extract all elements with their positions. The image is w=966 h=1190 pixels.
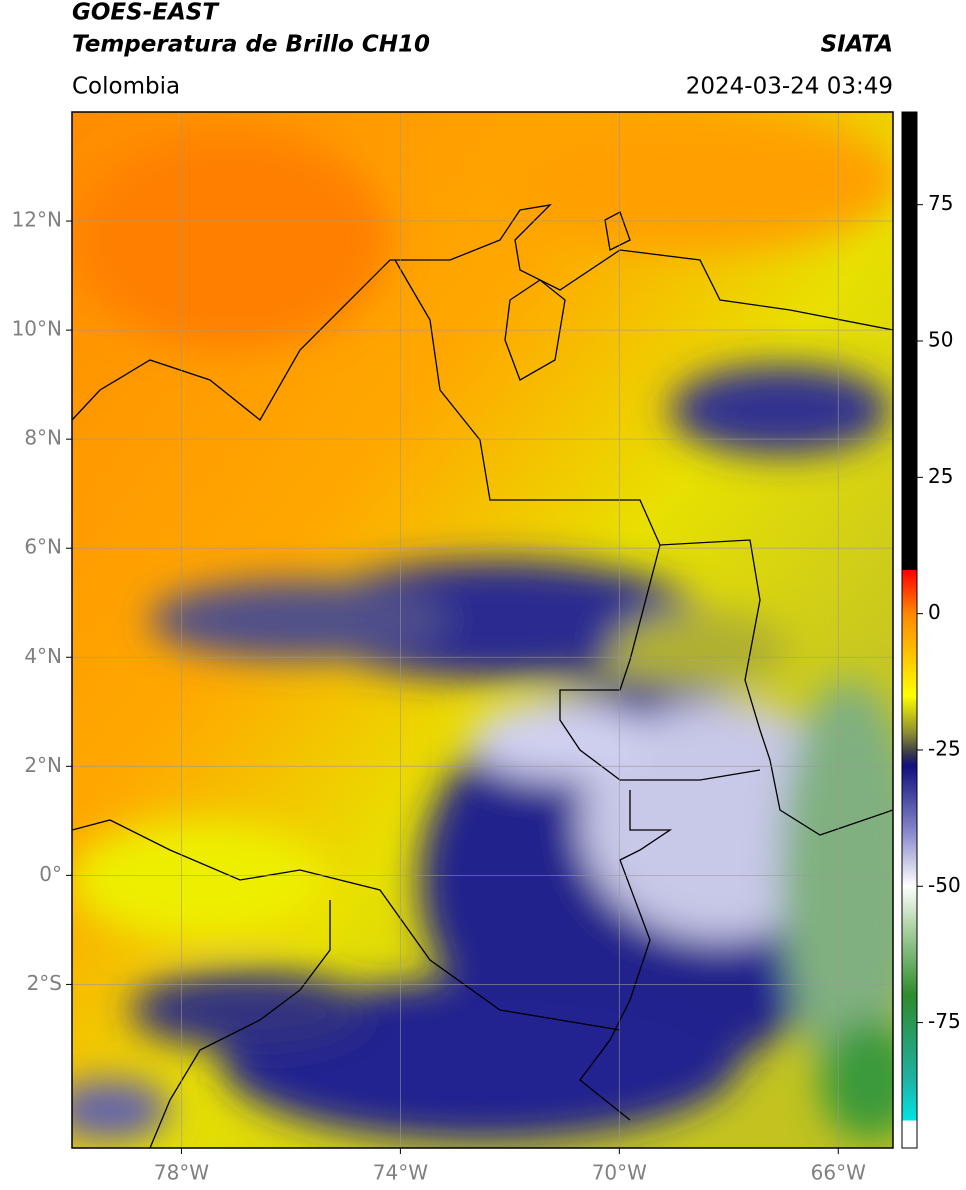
colorbar-tick-label: -50 <box>928 873 961 897</box>
lon-tick-label: 74°W <box>373 1161 428 1185</box>
lat-tick-label: 2°N <box>24 753 62 777</box>
colorbar <box>901 111 918 1149</box>
graticule <box>72 112 893 1148</box>
colorbar-tick-label: -75 <box>928 1009 961 1033</box>
lat-tick-label: 2°S <box>27 971 62 995</box>
cloud-field <box>72 112 893 1140</box>
colorbar-tick-label: 0 <box>928 600 941 624</box>
lat-tick-label: 6°N <box>24 535 62 559</box>
timestamp: 2024-03-24 03:49 <box>686 74 893 100</box>
lat-tick-label: 10°N <box>12 317 62 341</box>
source: SIATA <box>821 32 893 58</box>
lat-tick-label: 0° <box>39 862 62 886</box>
lon-tick-label: 66°W <box>811 1161 866 1185</box>
map-frame <box>71 111 894 1149</box>
satellite-image <box>72 112 893 1148</box>
lat-tick-label: 12°N <box>12 208 62 232</box>
colorbar-tick-label: 25 <box>928 464 953 488</box>
lon-tick-label: 78°W <box>154 1161 209 1185</box>
title-line2: Temperatura de Brillo CH10 <box>72 32 430 58</box>
borders <box>72 204 893 1148</box>
colorbar-tick-label: 50 <box>928 328 953 352</box>
region: Colombia <box>72 74 180 100</box>
lat-tick-label: 4°N <box>24 644 62 668</box>
lat-tick-label: 8°N <box>24 426 62 450</box>
title-line1: GOES-EAST <box>72 0 220 26</box>
colorbar-tick-label: 75 <box>928 191 953 215</box>
colorbar-tick-label: -25 <box>928 736 961 760</box>
lon-tick-label: 70°W <box>592 1161 647 1185</box>
